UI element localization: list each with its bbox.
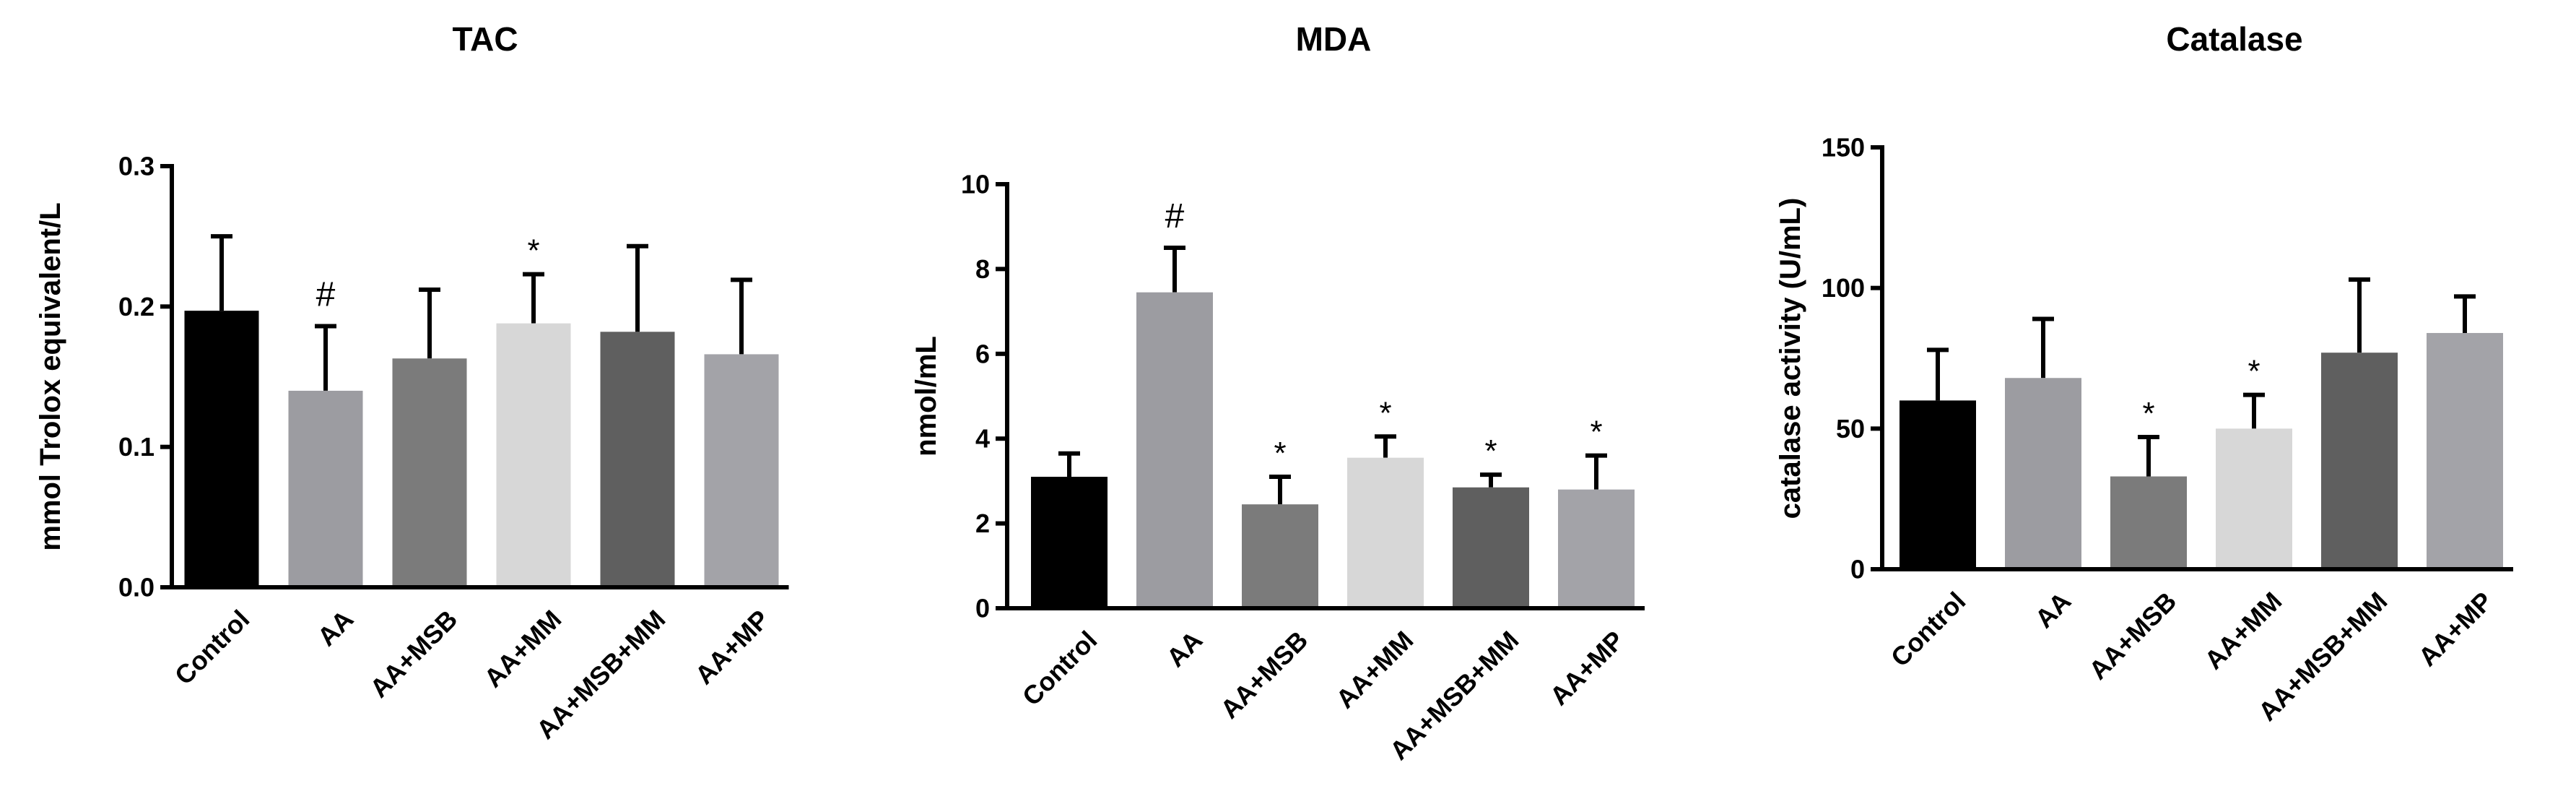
- chart-title: MDA: [1296, 20, 1372, 58]
- bar: [392, 358, 467, 587]
- bar: [1900, 400, 1976, 569]
- bar: [288, 390, 363, 587]
- chart-title: TAC: [452, 20, 518, 58]
- y-tick-label: 2: [975, 509, 990, 538]
- bar: [2216, 428, 2292, 569]
- bar: [1347, 457, 1424, 608]
- bar: [600, 332, 675, 587]
- bar: [496, 323, 571, 587]
- significance-star: *: [1379, 395, 1391, 431]
- y-tick-label: 6: [975, 339, 990, 368]
- significance-star: *: [1484, 433, 1497, 469]
- bar: [2427, 332, 2503, 569]
- significance-star: *: [1590, 415, 1602, 450]
- y-axis-label: nmol/mL: [910, 336, 942, 457]
- category-label: AA+MM: [2198, 586, 2287, 675]
- y-tick-label: 0.0: [118, 573, 155, 602]
- category-label: AA+MM: [1330, 625, 1419, 714]
- significance-hash: #: [316, 276, 336, 314]
- bar: [1031, 477, 1108, 608]
- chart-title: Catalase: [2166, 20, 2302, 58]
- bar: [1242, 504, 1318, 608]
- category-label: AA+MSB: [1214, 625, 1313, 724]
- y-tick-label: 0.2: [118, 292, 155, 321]
- category-label: AA+MSB: [364, 604, 463, 703]
- y-tick-label: 50: [1836, 414, 1865, 444]
- bar: [1136, 292, 1213, 608]
- significance-star: *: [527, 233, 539, 269]
- y-tick-label: 0.3: [118, 152, 155, 181]
- y-tick-label: 0.1: [118, 432, 155, 462]
- category-label: Control: [1885, 586, 1971, 672]
- significance-star: *: [2142, 396, 2154, 431]
- category-label: AA+MSB: [2083, 586, 2182, 685]
- category-label: AA: [312, 604, 360, 652]
- y-tick-label: 150: [1822, 133, 1865, 163]
- y-tick-label: 8: [975, 254, 990, 284]
- significance-hash: #: [1165, 197, 1185, 235]
- bar: [1453, 487, 1529, 608]
- bar: [2321, 353, 2398, 569]
- category-label: AA+MP: [689, 604, 775, 690]
- category-label: AA+MM: [478, 604, 567, 693]
- y-axis-label: mmol Trolox equivalent/L: [35, 202, 66, 550]
- y-axis-label: catalase activity (U/mL): [1775, 198, 1806, 519]
- significance-star: *: [2248, 354, 2260, 389]
- bar: [1558, 489, 1635, 608]
- category-label: Control: [1017, 625, 1102, 711]
- category-label: AA+MP: [2413, 586, 2499, 672]
- category-label: Control: [169, 604, 255, 690]
- y-tick-label: 0: [1850, 555, 1865, 584]
- y-tick-label: 100: [1822, 273, 1865, 303]
- bar: [184, 311, 259, 587]
- category-label: AA+MP: [1544, 625, 1630, 711]
- y-tick-label: 0: [975, 594, 990, 623]
- significance-star: *: [1274, 436, 1286, 471]
- category-label: AA: [2029, 586, 2077, 634]
- y-tick-label: 4: [975, 424, 990, 454]
- y-tick-label: 10: [961, 170, 990, 199]
- bar: [2110, 476, 2187, 569]
- bar: [704, 354, 779, 587]
- category-label: AA: [1161, 625, 1209, 673]
- bar: [2005, 378, 2081, 569]
